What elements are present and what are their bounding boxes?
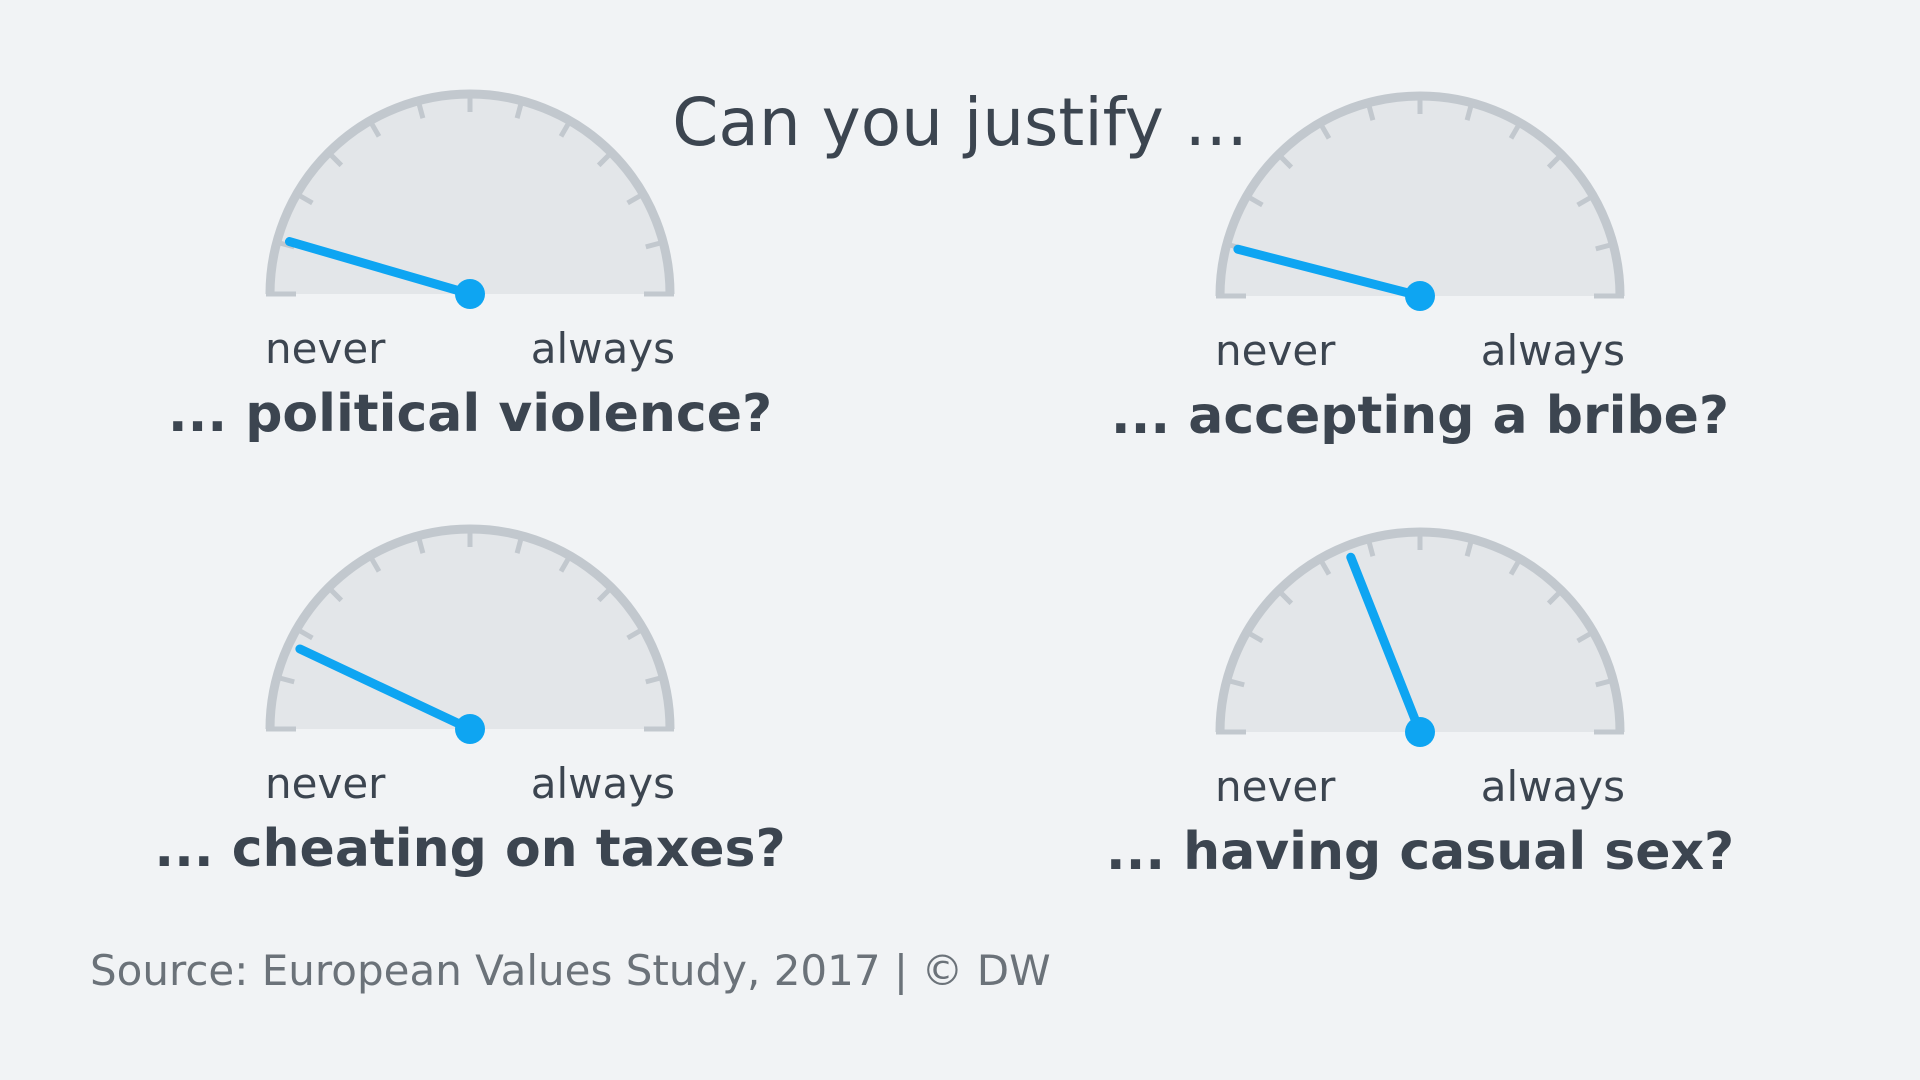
gauge-tick bbox=[558, 554, 573, 573]
gauge-tick bbox=[596, 585, 614, 603]
gauge-political-violence: never always ... political violence? bbox=[168, 84, 772, 444]
gauge-max-label: always bbox=[1480, 762, 1625, 811]
gauge-needle-hub bbox=[1405, 717, 1435, 747]
gauge-min-label: never bbox=[265, 759, 386, 808]
gauge-min-label: never bbox=[1215, 762, 1336, 811]
gauge-needle bbox=[284, 237, 475, 299]
gauge-tick bbox=[1576, 193, 1595, 208]
gauge-tick bbox=[1508, 557, 1523, 576]
gauge-tick bbox=[1546, 152, 1564, 170]
gauge-accepting-bribe: never always ... accepting a bribe? bbox=[1111, 86, 1729, 446]
gauge-tick bbox=[645, 239, 664, 250]
gauge-question: ... having casual sex? bbox=[1105, 822, 1735, 882]
gauge-face bbox=[1220, 96, 1620, 296]
gauge-tick bbox=[1464, 538, 1475, 557]
gauge-max-label: always bbox=[530, 324, 675, 373]
gauge-tick bbox=[596, 150, 614, 168]
gauge-tick bbox=[626, 626, 645, 641]
gauge-needle-hub bbox=[455, 714, 485, 744]
gauge-tick bbox=[645, 674, 664, 685]
gauge-cheating-taxes: never always ... cheating on taxes? bbox=[154, 519, 786, 879]
gauge-tick bbox=[1245, 629, 1264, 644]
gauge-question: ... political violence? bbox=[167, 384, 773, 444]
gauge-tick bbox=[1245, 193, 1264, 208]
chart-title: Can you justify ... bbox=[672, 84, 1248, 161]
gauge-tick bbox=[326, 150, 344, 168]
gauge-max-label: always bbox=[530, 759, 675, 808]
gauge-question: ... cheating on taxes? bbox=[154, 819, 786, 879]
gauge-dial bbox=[265, 89, 675, 309]
gauge-tick bbox=[1276, 588, 1294, 606]
gauge-face bbox=[270, 94, 670, 294]
gauge-tick bbox=[1595, 677, 1614, 688]
gauge-tick bbox=[1508, 121, 1523, 140]
gauge-tick bbox=[367, 119, 382, 138]
gauge-dial bbox=[265, 524, 675, 744]
gauge-face bbox=[270, 529, 670, 729]
gauge-needle bbox=[295, 644, 475, 734]
gauge-needle-hub bbox=[455, 279, 485, 309]
gauge-tick bbox=[1226, 677, 1245, 688]
gauge-needle bbox=[1233, 244, 1425, 301]
gauge-tick bbox=[276, 674, 295, 685]
gauge-max-label: always bbox=[1480, 326, 1625, 375]
gauge-tick bbox=[295, 191, 314, 206]
gauge-tick bbox=[295, 626, 314, 641]
gauge-tick bbox=[1365, 102, 1376, 121]
gauge-tick bbox=[558, 119, 573, 138]
gauge-tick bbox=[1595, 241, 1614, 252]
gauge-casual-sex: never always ... having casual sex? bbox=[1106, 522, 1734, 882]
gauge-tick bbox=[415, 100, 426, 119]
gauge-min-label: never bbox=[265, 324, 386, 373]
gauge-tick bbox=[415, 535, 426, 554]
gauge-needle bbox=[1346, 552, 1425, 737]
gauge-tick bbox=[326, 585, 344, 603]
gauge-tick bbox=[1464, 102, 1475, 121]
gauge-tick bbox=[1546, 588, 1564, 606]
gauge-tick bbox=[514, 535, 525, 554]
gauge-tick bbox=[1365, 538, 1376, 557]
gauge-face bbox=[1220, 532, 1620, 732]
gauge-tick bbox=[514, 100, 525, 119]
gauge-tick bbox=[367, 554, 382, 573]
gauge-tick bbox=[1576, 629, 1595, 644]
gauge-tick bbox=[1317, 121, 1332, 140]
gauge-tick bbox=[626, 191, 645, 206]
gauge-min-label: never bbox=[1215, 326, 1336, 375]
gauge-dial bbox=[1215, 527, 1625, 747]
source-note: Source: European Values Study, 2017 | © … bbox=[90, 946, 1051, 995]
gauge-needle-hub bbox=[1405, 281, 1435, 311]
gauge-tick bbox=[1276, 152, 1294, 170]
gauge-tick bbox=[1317, 557, 1332, 576]
gauge-question: ... accepting a bribe? bbox=[1110, 386, 1730, 446]
gauge-dial bbox=[1215, 91, 1625, 311]
